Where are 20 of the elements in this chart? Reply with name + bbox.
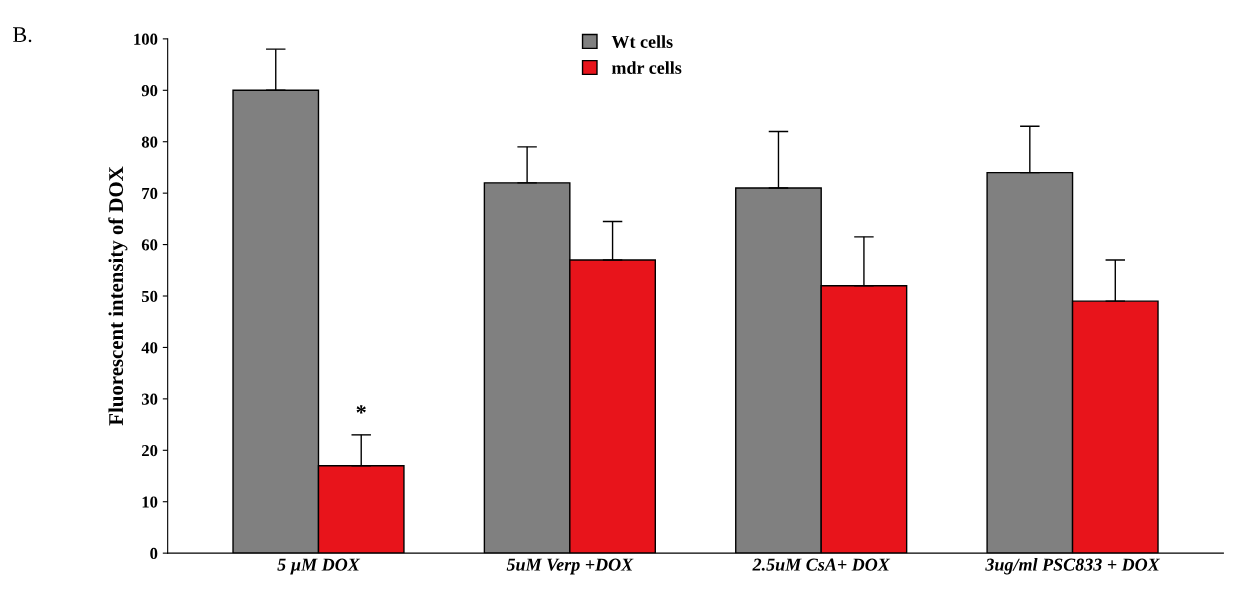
x-tick-label: 5uM Verp +DOX (506, 558, 634, 575)
y-tick-label: 30 (141, 393, 158, 405)
y-tick-label: 60 (141, 239, 158, 251)
y-axis-title: Fluorescent intensity of DOX (108, 166, 128, 426)
y-tick-label: 10 (142, 496, 158, 508)
y-tick-label: 100 (134, 33, 158, 45)
x-tick-label: 5 µM DOX (277, 558, 361, 575)
x-tick-label: 2.5uM CsA+ DOX (752, 558, 891, 571)
y-tick-label: 90 (141, 85, 158, 97)
x-tick-label: 3ug/ml PSC833 + DOX (985, 558, 1161, 575)
y-tick-label: 50 (141, 290, 158, 302)
text: B. (13, 27, 32, 43)
annotation: * (356, 405, 366, 414)
legend-label: mdr cells (611, 61, 682, 74)
y-tick-label: 80 (141, 136, 158, 148)
legend-label: Wt cells (611, 35, 673, 48)
y-tick-label: 0 (150, 547, 158, 560)
y-tick-label: 20 (141, 444, 158, 457)
y-tick-label: 70 (142, 187, 158, 200)
y-tick-label: 40 (141, 342, 158, 354)
